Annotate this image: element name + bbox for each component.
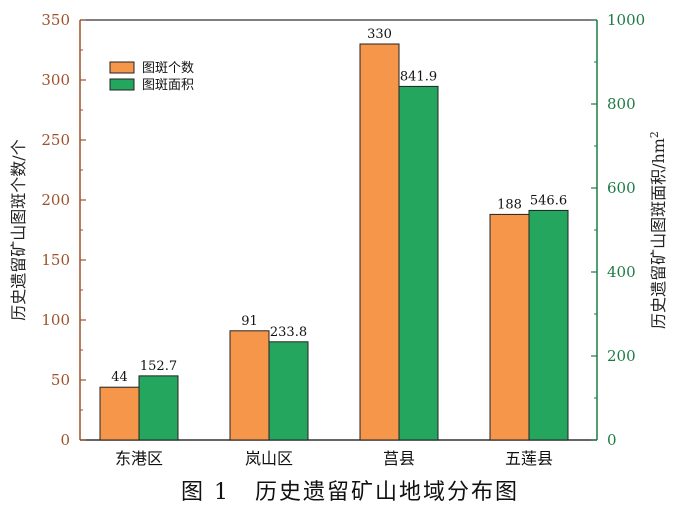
left-tick-label: 200 bbox=[41, 191, 70, 209]
bar-area bbox=[528, 209, 569, 441]
right-tick-label: 800 bbox=[607, 95, 636, 113]
legend-swatch bbox=[109, 61, 135, 74]
right-tick-label: 600 bbox=[607, 179, 636, 197]
legend-label: 图斑个数 bbox=[142, 61, 194, 76]
right-axis-title-superscript: 2 bbox=[648, 131, 661, 138]
bar-count bbox=[99, 386, 140, 441]
bar-area bbox=[138, 375, 179, 441]
x-tick-label: 五莲县 bbox=[505, 449, 553, 468]
left-tick-label: 300 bbox=[41, 71, 70, 89]
bar-area bbox=[268, 341, 309, 441]
right-tick-label: 1000 bbox=[607, 11, 645, 29]
x-tick-label: 岚山区 bbox=[245, 449, 293, 468]
figure-title: 历史遗留矿山地域分布图 bbox=[254, 480, 519, 505]
bar-count bbox=[489, 213, 530, 441]
bar-area-label: 152.7 bbox=[140, 359, 177, 374]
left-tick-label: 350 bbox=[41, 11, 70, 29]
legend-label: 图斑面积 bbox=[142, 78, 194, 93]
bar-count bbox=[229, 330, 270, 441]
legend-swatch bbox=[109, 78, 135, 91]
bar-area-label: 233.8 bbox=[270, 325, 307, 340]
left-tick-label: 100 bbox=[41, 311, 70, 329]
bar-count-label: 91 bbox=[241, 314, 258, 329]
figure-label: 图 1 bbox=[180, 480, 230, 505]
right-axis-title: 历史遗留矿山图斑面积/hm2 bbox=[648, 131, 669, 329]
left-tick-label: 250 bbox=[41, 131, 70, 149]
bar-area-label: 841.9 bbox=[400, 69, 437, 84]
bar-area bbox=[398, 85, 439, 441]
bar-area-label: 546.6 bbox=[530, 193, 567, 208]
bar-count-label: 330 bbox=[367, 27, 392, 42]
x-tick-label: 莒县 bbox=[383, 449, 415, 468]
right-tick-label: 400 bbox=[607, 263, 636, 281]
left-tick-label: 0 bbox=[60, 431, 70, 449]
x-tick-label: 东港区 bbox=[115, 449, 163, 468]
bar-count bbox=[359, 43, 400, 441]
left-tick-label: 50 bbox=[51, 371, 70, 389]
right-tick-label: 200 bbox=[607, 347, 636, 365]
left-axis-title: 历史遗留矿山图斑个数/个 bbox=[9, 139, 28, 320]
figure-caption: 图 1 历史遗留矿山地域分布图 bbox=[0, 474, 700, 506]
right-tick-label: 0 bbox=[607, 431, 617, 449]
bar-count-label: 188 bbox=[497, 197, 522, 212]
bar-count-label: 44 bbox=[111, 370, 128, 385]
left-tick-label: 150 bbox=[41, 251, 70, 269]
